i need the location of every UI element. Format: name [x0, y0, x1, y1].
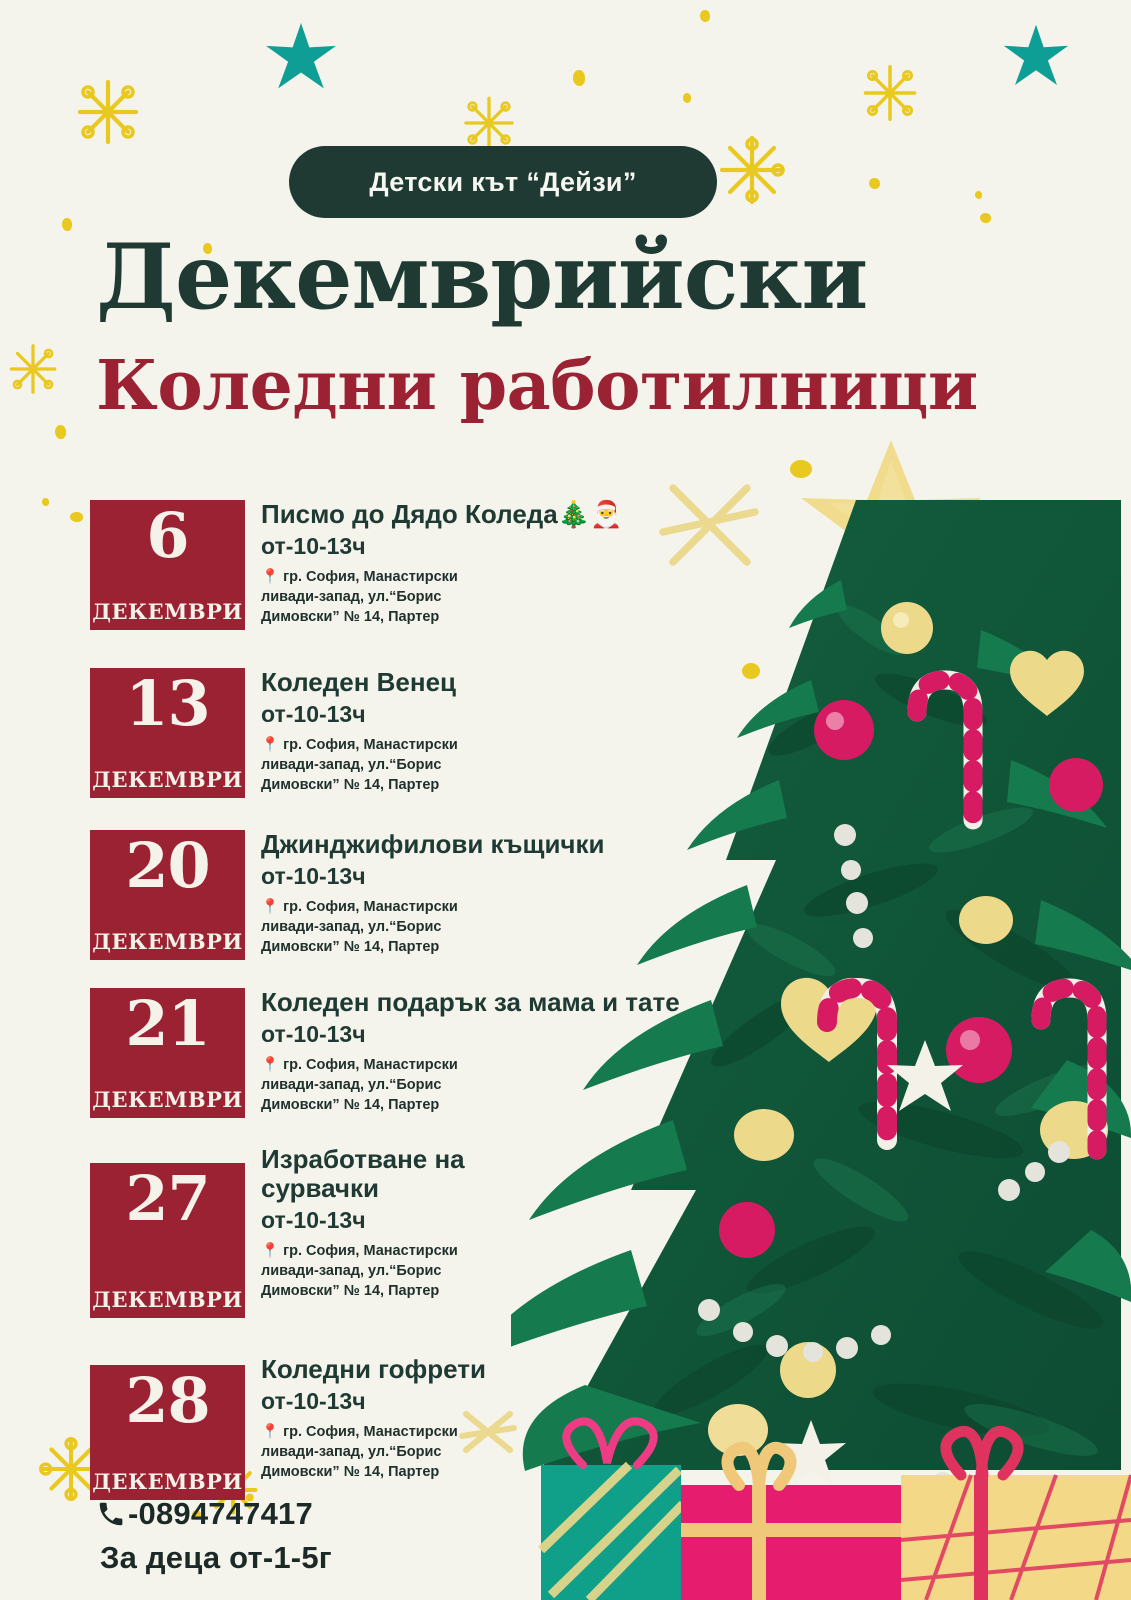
event-month: ДЕКЕМВРИ [92, 599, 243, 624]
brand-pill-label: Детски кът “Дейзи” [369, 166, 637, 197]
date-badge: 21 ДЕКЕМВРИ [90, 988, 245, 1118]
event-month: ДЕКЕМВРИ [92, 929, 243, 954]
event-details: Коледен Венец от-10-13ч 📍 гр. София, Ман… [245, 667, 516, 795]
teal-gift-box [537, 1417, 687, 1600]
event-time: от-10-13ч [261, 1207, 366, 1234]
dot-icon [42, 498, 49, 506]
date-badge: 13 ДЕКЕМВРИ [90, 668, 245, 798]
event-title: Изработване на сурвачки [261, 1144, 465, 1204]
event-row[interactable]: 6 ДЕКЕМВРИ Писмо до Дядо Коледа🎄🎅 от-10-… [90, 499, 623, 630]
dot-icon [62, 218, 72, 231]
white-star-icon [887, 1040, 963, 1111]
event-details: Коледни гофрети от-10-13ч 📍 гр. София, М… [245, 1354, 516, 1482]
date-badge: 27 ДЕКЕМВРИ [90, 1163, 245, 1318]
yellow-gift-box [900, 1426, 1131, 1600]
bead-strand [698, 824, 1077, 1522]
snowflake-icon [68, 72, 148, 152]
dot-icon [70, 512, 83, 522]
dot-icon [980, 213, 991, 223]
star-icon [263, 20, 339, 96]
candy-cane-icon [907, 670, 983, 830]
white-star-icon [776, 1420, 846, 1486]
event-day: 27 [125, 1162, 210, 1235]
candy-cane-icon [1031, 978, 1107, 1160]
age-note: За деца от-1-5г [100, 1539, 332, 1575]
snowflake-icon [712, 130, 792, 210]
event-month: ДЕКЕМВРИ [92, 1469, 243, 1494]
dot-icon [790, 460, 812, 478]
event-day: 6 [146, 499, 189, 572]
event-row[interactable]: 20 ДЕКЕМВРИ Джинджифилови къщички от-10-… [90, 829, 605, 960]
dot-icon [975, 191, 982, 199]
event-row[interactable]: 28 ДЕКЕМВРИ Коледни гофрети от-10-13ч 📍 … [90, 1354, 516, 1500]
event-time: от-10-13ч [261, 863, 366, 890]
event-details: Писмо до Дядо Коледа🎄🎅 от-10-13ч 📍 гр. С… [245, 499, 623, 627]
dot-icon [573, 70, 585, 86]
dot-icon [700, 10, 710, 22]
sparkle-icon [655, 470, 765, 580]
ornaments [698, 602, 1112, 1546]
dot-icon [869, 178, 880, 189]
gift-boxes [537, 1417, 1131, 1600]
event-day: 21 [125, 987, 210, 1060]
event-address: 📍 гр. София, Манастирски ливади-запад, у… [261, 899, 458, 956]
event-month: ДЕКЕМВРИ [92, 1287, 243, 1312]
event-title: Коледен подарък за мама и тате [261, 987, 680, 1017]
candy-cane-icon [817, 977, 897, 1150]
date-badge: 6 ДЕКЕМВРИ [90, 500, 245, 630]
pink-gift-box [681, 1441, 901, 1600]
phone-number: -0894747417 [128, 1496, 313, 1531]
event-details: Коледен подарък за мама и тате от-10-13ч… [245, 987, 680, 1115]
footer: -0894747417 За деца от-1-5г [96, 1495, 332, 1577]
event-time: от-10-13ч [261, 1021, 366, 1048]
dot-icon [742, 663, 760, 679]
event-title: Джинджифилови къщички [261, 829, 605, 859]
page-title: Декемврийски [96, 224, 868, 330]
event-address: 📍 гр. София, Манастирски ливади-запад, у… [261, 737, 458, 794]
event-address: 📍 гр. София, Манастирски ливади-запад, у… [261, 1057, 458, 1114]
event-address: 📍 гр. София, Манастирски ливади-запад, у… [261, 569, 458, 626]
event-day: 28 [125, 1364, 210, 1437]
date-badge: 28 ДЕКЕМВРИ [90, 1365, 245, 1500]
event-time: от-10-13ч [261, 1388, 366, 1415]
event-title: Коледни гофрети [261, 1354, 486, 1384]
phone-line[interactable]: -0894747417 [96, 1495, 332, 1533]
event-day: 20 [125, 829, 210, 902]
snowflake-icon [2, 338, 64, 400]
event-month: ДЕКЕМВРИ [92, 1087, 243, 1112]
star-icon [1001, 22, 1071, 92]
page-subtitle: Коледни работилници [96, 346, 978, 426]
event-row[interactable]: 21 ДЕКЕМВРИ Коледен подарък за мама и та… [90, 987, 680, 1118]
date-badge: 20 ДЕКЕМВРИ [90, 830, 245, 960]
event-title: Писмо до Дядо Коледа🎄🎅 [261, 499, 623, 529]
event-address: 📍 гр. София, Манастирски ливади-запад, у… [261, 1243, 458, 1300]
event-title: Коледен Венец [261, 667, 457, 697]
event-month: ДЕКЕМВРИ [92, 767, 243, 792]
dot-icon [55, 425, 66, 439]
event-time: от-10-13ч [261, 701, 366, 728]
event-time: от-10-13ч [261, 533, 366, 560]
event-details: Джинджифилови къщички от-10-13ч 📍 гр. Со… [245, 829, 605, 957]
phone-icon [96, 1499, 126, 1529]
brand-pill: Детски кът “Дейзи” [289, 146, 717, 218]
snowflake-icon [855, 58, 925, 128]
star-topper-icon [801, 440, 981, 602]
event-row[interactable]: 27 ДЕКЕМВРИ Изработване на сурвачки от-1… [90, 1144, 516, 1318]
dot-icon [683, 93, 691, 103]
event-day: 13 [125, 667, 210, 740]
event-address: 📍 гр. София, Манастирски ливади-запад, у… [261, 1424, 458, 1481]
event-details: Изработване на сурвачки от-10-13ч 📍 гр. … [245, 1144, 516, 1301]
event-row[interactable]: 13 ДЕКЕМВРИ Коледен Венец от-10-13ч 📍 гр… [90, 667, 516, 798]
